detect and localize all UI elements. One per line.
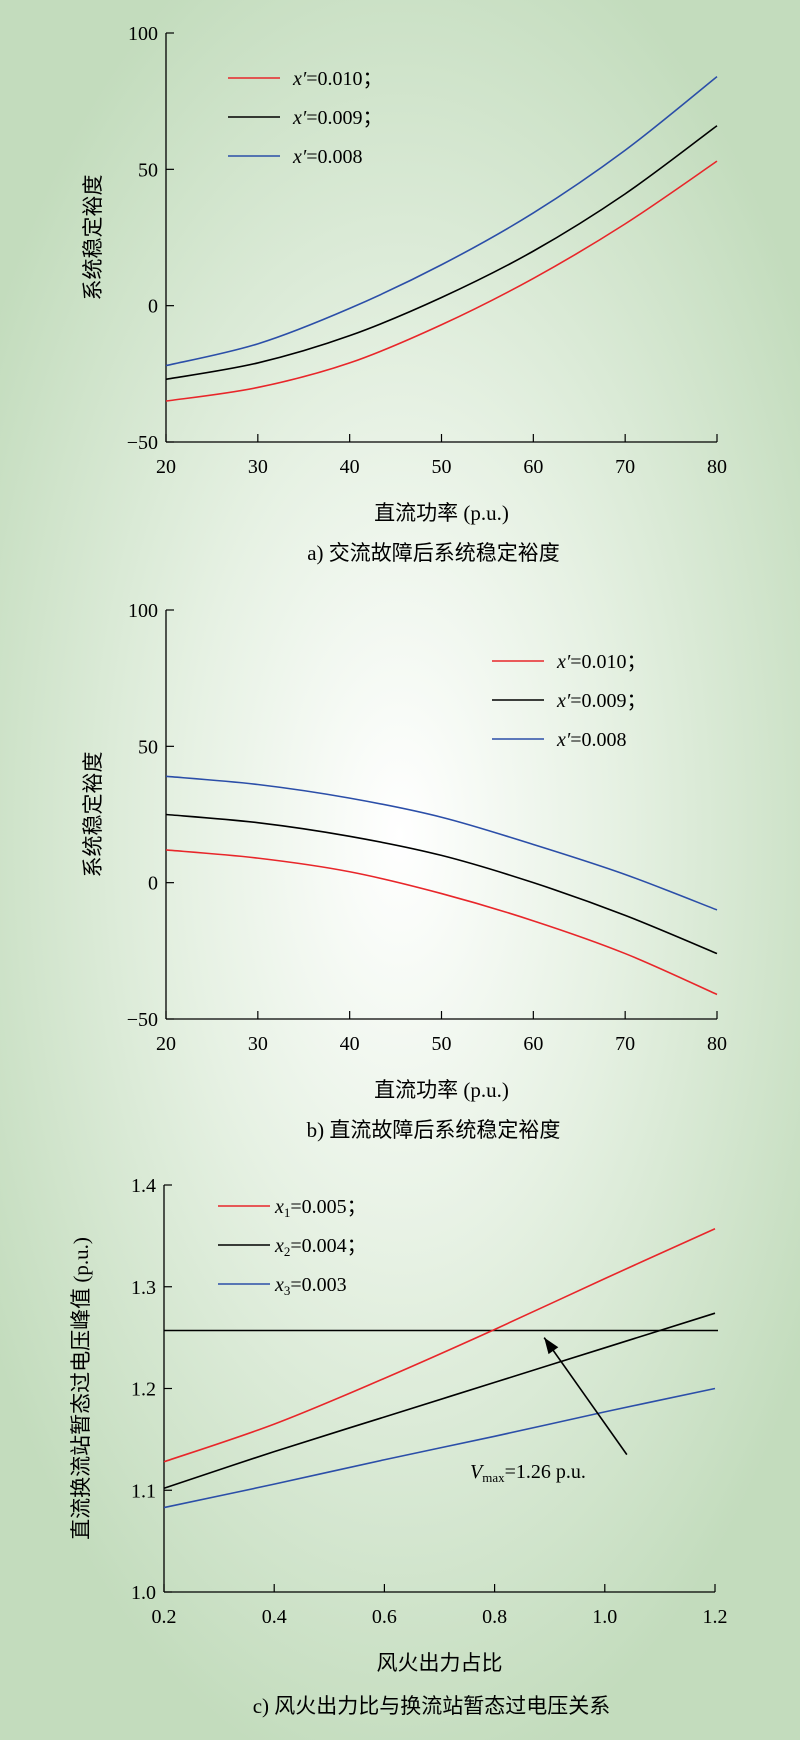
annotation-arrow-line (543, 1337, 628, 1456)
y-tick-label: 0 (148, 873, 158, 895)
annotation-arrow-head (544, 1337, 559, 1355)
x-axis-label: 直流功率 (p.u.) (374, 501, 509, 525)
legend-entry-2: x′=0.009； (292, 107, 383, 129)
y-tick-label: −50 (127, 1009, 158, 1031)
x-tick-label: 1.0 (592, 1606, 617, 1628)
y-tick-label: 1.0 (131, 1582, 156, 1604)
series-line-2 (163, 1312, 716, 1489)
x-tick-label: 60 (523, 1033, 543, 1055)
series-line-3 (165, 775, 718, 911)
x-tick-label: 50 (432, 1033, 452, 1055)
series-line-3 (163, 1387, 716, 1509)
y-tick-label: 1.1 (131, 1480, 156, 1502)
series-line-1 (165, 160, 718, 402)
y-tick-label: 50 (138, 736, 158, 758)
series-line-1 (165, 849, 718, 996)
legend-entry-3: x3=0.003 (274, 1274, 347, 1298)
y-tick-label: 100 (128, 23, 158, 45)
x-axis-label: 风火出力占比 (377, 1651, 503, 1675)
x-tick-label: 0.4 (262, 1606, 287, 1628)
series-line-1 (163, 1228, 716, 1463)
legend-entry-1: x1=0.005； (274, 1196, 367, 1220)
chart-panel-a: −50 0 50 100 20 30 40 50 60 70 80 直流功率 (p.u.) 系统稳定裕度… (81, 23, 727, 565)
series-line-2 (165, 813, 718, 955)
series-line-2 (165, 125, 718, 381)
legend-entry-3: x′=0.008 (556, 729, 627, 751)
y-tick-label: 1.2 (131, 1379, 156, 1401)
x-tick-label: 70 (615, 456, 635, 478)
x-tick-label: 0.8 (482, 1606, 507, 1628)
x-tick-label: 20 (156, 1033, 176, 1055)
x-tick-label: 40 (340, 1033, 360, 1055)
legend-entry-1: x′=0.010； (292, 68, 383, 90)
x-tick-label: 60 (523, 456, 543, 478)
figure-caption: a) 交流故障后系统稳定裕度 (307, 541, 560, 565)
x-tick-label: 0.6 (372, 1606, 397, 1628)
legend-entry-3: x′=0.008 (292, 146, 363, 168)
y-tick-label: 50 (138, 159, 158, 181)
x-tick-label: 40 (340, 456, 360, 478)
x-tick-label: 50 (432, 456, 452, 478)
chart-panel-c: 1.0 1.1 1.2 1.3 1.4 0.2 0.4 0.6 0.8 1.0 1.2 风火出力占比 直… (69, 1175, 728, 1718)
x-tick-label: 30 (248, 456, 268, 478)
y-tick-label: −50 (127, 432, 158, 454)
figure-caption: c) 风火出力比与换流站暂态过电压关系 (253, 1694, 611, 1718)
y-axis-label: 直流换流站暂态过电压峰值 (p.u.) (69, 1237, 93, 1540)
y-tick-label: 100 (128, 600, 158, 622)
y-tick-label: 1.3 (131, 1277, 156, 1299)
x-tick-label: 80 (707, 1033, 727, 1055)
x-tick-label: 0.2 (152, 1606, 177, 1628)
y-tick-label: 1.4 (131, 1175, 156, 1197)
series-line-3 (165, 76, 718, 367)
x-tick-label: 30 (248, 1033, 268, 1055)
x-axis-label: 直流功率 (p.u.) (374, 1078, 509, 1102)
chart-panel-b: −50 0 50 100 20 30 40 50 60 70 80 直流功率 (p.u.) 系统稳定裕度… (81, 600, 727, 1142)
x-tick-label: 80 (707, 456, 727, 478)
figure-caption: b) 直流故障后系统稳定裕度 (307, 1118, 561, 1142)
y-tick-label: 0 (148, 296, 158, 318)
x-tick-label: 70 (615, 1033, 635, 1055)
legend-entry-1: x′=0.010； (556, 651, 647, 673)
y-axis-label: 系统稳定裕度 (81, 752, 105, 878)
legend-entry-2: x′=0.009； (556, 690, 647, 712)
x-tick-label: 20 (156, 456, 176, 478)
legend-entry-2: x2=0.004； (274, 1235, 367, 1259)
x-tick-label: 1.2 (703, 1606, 728, 1628)
annotation-vmax-label: Vmax=1.26 p.u. (470, 1461, 586, 1485)
y-axis-label: 系统稳定裕度 (81, 175, 105, 301)
